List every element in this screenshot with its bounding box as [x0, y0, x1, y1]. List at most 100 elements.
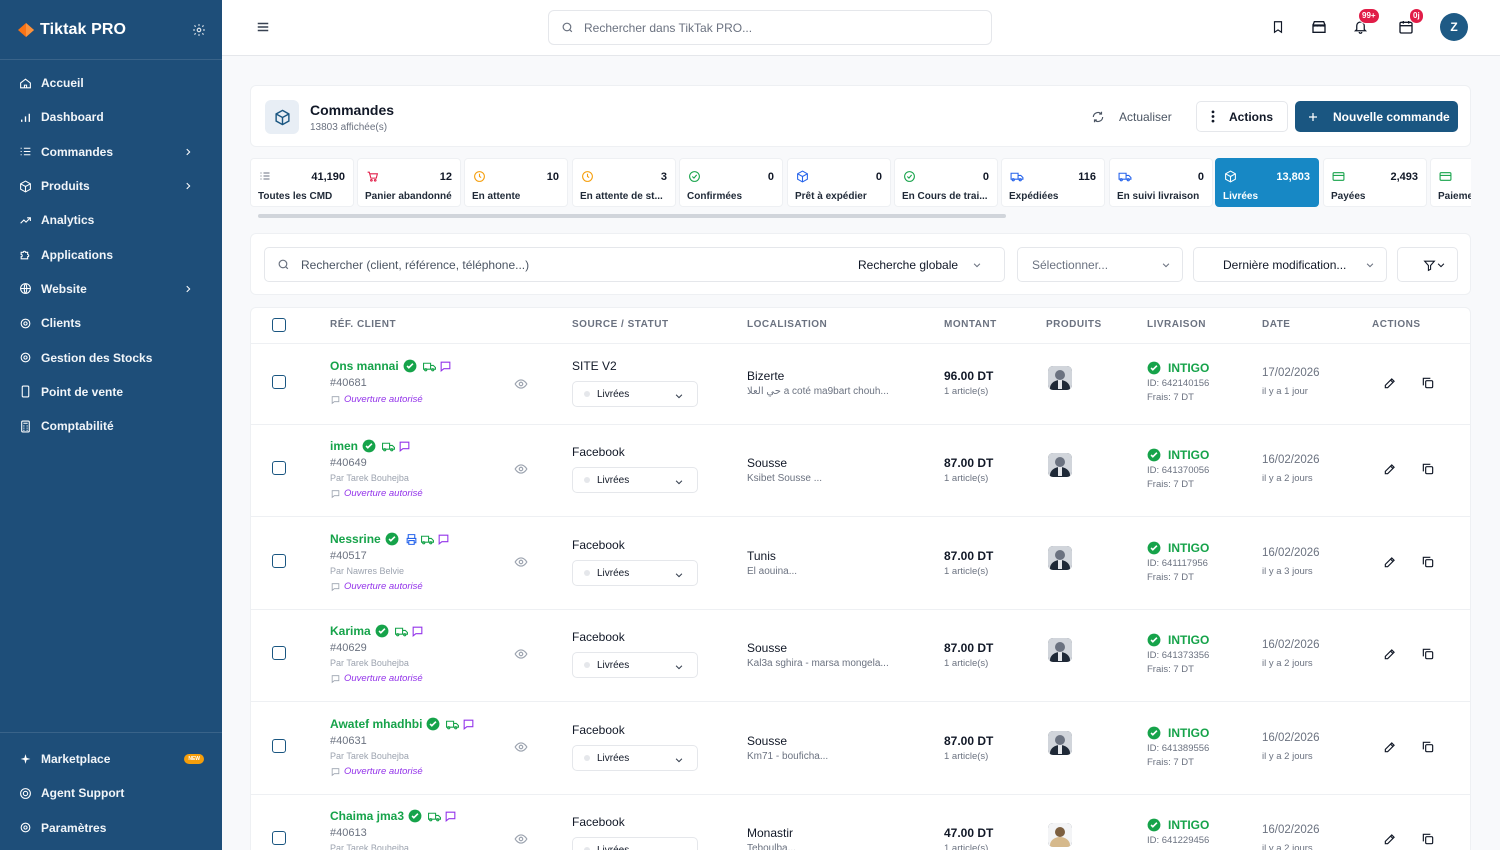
status-select[interactable]: Livrées	[572, 381, 698, 407]
product-thumbnail[interactable]	[1048, 366, 1072, 390]
settings-gear-icon[interactable]	[192, 23, 206, 37]
edit-icon[interactable]	[1383, 832, 1397, 846]
table-row[interactable]: Karima #40629 Par Tarek Bouhejba Ouverture…	[251, 609, 1470, 702]
col-header-ref[interactable]: RÉF. CLIENT	[330, 319, 397, 330]
article-count: 1 article(s)	[944, 386, 989, 397]
status-select[interactable]: Livrées	[572, 652, 698, 678]
col-header-delivery[interactable]: LIVRAISON	[1147, 319, 1206, 330]
brand[interactable]: Tiktak PRO	[0, 0, 222, 60]
bookmark-icon[interactable]	[1271, 19, 1285, 35]
sidebar-item-point-de-vente[interactable]: Point de vente	[0, 375, 222, 409]
search-scope-select[interactable]: Recherche globale	[858, 248, 1005, 281]
duplicate-icon[interactable]	[1421, 462, 1435, 476]
customer-name[interactable]: Ons mannai	[330, 359, 452, 373]
sidebar-item-gestion-stocks[interactable]: Gestion des Stocks	[0, 340, 222, 374]
customer-name[interactable]: Karima	[330, 624, 424, 638]
eye-icon[interactable]	[514, 377, 528, 391]
status-select[interactable]: Livrées	[572, 745, 698, 771]
status-tab-4[interactable]: 0 Confirmées	[679, 158, 783, 207]
col-header-location[interactable]: LOCALISATION	[747, 319, 828, 330]
sidebar-item-dashboard[interactable]: Dashboard	[0, 100, 222, 134]
tabs-scrollbar[interactable]	[258, 214, 1006, 218]
eye-icon[interactable]	[514, 555, 528, 569]
status-tab-1[interactable]: 12 Panier abandonné	[357, 158, 461, 207]
edit-icon[interactable]	[1383, 647, 1397, 661]
customer-name[interactable]: Awatef mhadhbi	[330, 717, 475, 731]
product-thumbnail[interactable]	[1048, 453, 1072, 477]
new-order-button[interactable]: Nouvelle commande	[1295, 101, 1458, 132]
table-row[interactable]: Nessrine #40517 Par Nawres Belvie Ouvertur…	[251, 517, 1470, 610]
status-tab-10[interactable]: 2,493 Payées	[1323, 158, 1427, 207]
edit-icon[interactable]	[1383, 555, 1397, 569]
customer-name[interactable]: Chaima jma3	[330, 809, 457, 823]
col-header-source[interactable]: SOURCE / STATUT	[572, 319, 669, 330]
status-tab-0[interactable]: 41,190 Toutes les CMD	[250, 158, 354, 207]
sidebar-item-agent-support[interactable]: Agent Support	[0, 776, 222, 810]
duplicate-icon[interactable]	[1421, 376, 1435, 390]
eye-icon[interactable]	[514, 647, 528, 661]
status-tab-9[interactable]: 13,803 Livrées	[1215, 158, 1319, 207]
col-header-products[interactable]: PRODUITS	[1046, 319, 1102, 330]
edit-icon[interactable]	[1383, 462, 1397, 476]
status-select[interactable]: Livrées	[572, 560, 698, 586]
status-tab-5[interactable]: 0 Prêt à expédier	[787, 158, 891, 207]
order-search-input[interactable]: Rechercher (client, référence, téléphone…	[264, 247, 1005, 282]
customer-name[interactable]: imen	[330, 439, 411, 453]
refresh-button[interactable]: Actualiser	[1091, 102, 1172, 132]
status-tab-3[interactable]: 3 En attente de st...	[572, 158, 676, 207]
customer-name[interactable]: Nessrine	[330, 532, 450, 546]
edit-icon[interactable]	[1383, 376, 1397, 390]
edit-icon[interactable]	[1383, 740, 1397, 754]
status-tab-2[interactable]: 10 En attente	[464, 158, 568, 207]
duplicate-icon[interactable]	[1421, 555, 1435, 569]
global-search-input[interactable]: Rechercher dans TikTak PRO...	[548, 10, 992, 45]
sidebar-item-applications[interactable]: Applications	[0, 237, 222, 271]
calendar-icon[interactable]	[1398, 19, 1414, 35]
eye-icon[interactable]	[514, 740, 528, 754]
product-thumbnail[interactable]	[1048, 638, 1072, 662]
sidebar-item-produits[interactable]: Produits	[0, 169, 222, 203]
sidebar-item-comptabilite[interactable]: Comptabilité	[0, 409, 222, 443]
col-header-amount[interactable]: MONTANT	[944, 319, 997, 330]
eye-icon[interactable]	[514, 462, 528, 476]
duplicate-icon[interactable]	[1421, 832, 1435, 846]
row-checkbox[interactable]	[272, 646, 286, 660]
row-checkbox[interactable]	[272, 375, 286, 389]
status-select[interactable]: Livrées	[572, 467, 698, 493]
sidebar-item-analytics[interactable]: Analytics	[0, 203, 222, 237]
duplicate-icon[interactable]	[1421, 647, 1435, 661]
eye-icon[interactable]	[514, 832, 528, 846]
menu-icon[interactable]	[256, 20, 270, 34]
sidebar-item-commandes[interactable]: Commandes	[0, 135, 222, 169]
sort-select[interactable]: Dernière modification...	[1193, 247, 1387, 282]
select-all-checkbox[interactable]	[272, 318, 286, 332]
avatar[interactable]: Z	[1440, 13, 1468, 41]
duplicate-icon[interactable]	[1421, 740, 1435, 754]
status-select[interactable]: Sélectionner...	[1017, 247, 1183, 282]
sidebar-item-clients[interactable]: Clients	[0, 306, 222, 340]
row-checkbox[interactable]	[272, 554, 286, 568]
table-row[interactable]: Chaima jma3 #40613 Par Tarek Bouhejba Face…	[251, 794, 1470, 850]
row-checkbox[interactable]	[272, 739, 286, 753]
sidebar-item-marketplace[interactable]: Marketplace NEW	[0, 742, 222, 776]
product-thumbnail[interactable]	[1048, 823, 1072, 847]
status-select[interactable]: Livrées	[572, 837, 698, 850]
product-thumbnail[interactable]	[1048, 546, 1072, 570]
table-row[interactable]: Ons mannai #40681 Ouverture autorisé SITE …	[251, 344, 1470, 425]
row-checkbox[interactable]	[272, 461, 286, 475]
col-header-date[interactable]: DATE	[1262, 319, 1291, 330]
status-tab-8[interactable]: 0 En suivi livraison	[1109, 158, 1213, 207]
store-icon[interactable]	[1311, 19, 1327, 35]
status-tab-11[interactable]: Paieme	[1430, 158, 1471, 207]
table-row[interactable]: imen #40649 Par Tarek Bouhejba Ouverture a…	[251, 424, 1470, 517]
actions-button[interactable]: Actions	[1196, 101, 1288, 132]
filter-button[interactable]	[1397, 247, 1458, 282]
status-tab-6[interactable]: 0 En Cours de trai...	[894, 158, 998, 207]
table-row[interactable]: Awatef mhadhbi #40631 Par Tarek Bouhejba O…	[251, 702, 1470, 795]
status-tab-7[interactable]: 116 Expédiées	[1001, 158, 1105, 207]
sidebar-item-accueil[interactable]: Accueil	[0, 66, 222, 100]
product-thumbnail[interactable]	[1048, 731, 1072, 755]
sidebar-item-website[interactable]: Website	[0, 272, 222, 306]
row-checkbox[interactable]	[272, 831, 286, 845]
sidebar-item-parametres[interactable]: Paramètres	[0, 811, 222, 845]
